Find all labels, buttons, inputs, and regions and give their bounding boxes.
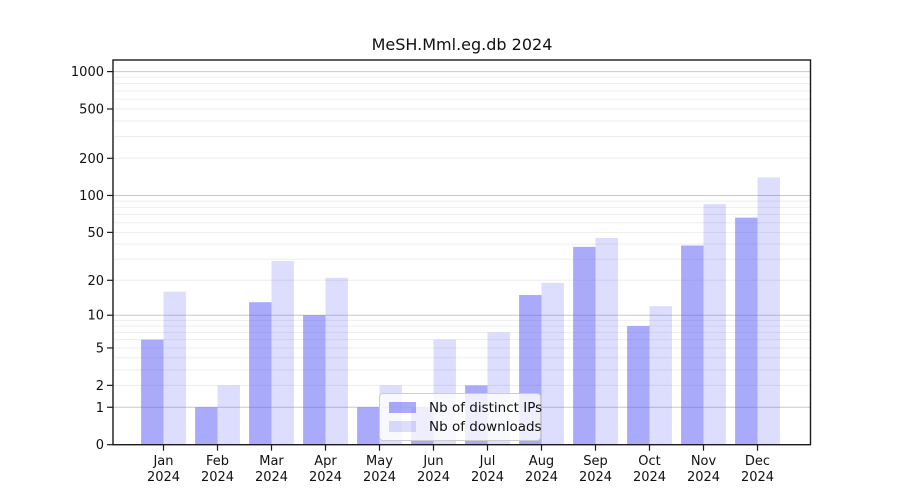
- x-tick-label-month: Apr: [314, 454, 337, 469]
- x-tick-label-year: 2024: [147, 470, 180, 485]
- bar-distinct-ips: [681, 245, 704, 445]
- y-tick-label: 50: [87, 226, 104, 241]
- x-tick-label-month: Dec: [745, 454, 770, 469]
- x-tick-label-year: 2024: [417, 470, 450, 485]
- legend-swatch-downloads-icon: [389, 421, 416, 432]
- bar-downloads: [595, 237, 618, 445]
- bar-downloads: [217, 385, 240, 445]
- legend-item-distinct-ips: Nb of distinct IPs: [386, 399, 542, 417]
- y-tick-label: 10: [87, 309, 104, 324]
- bar-distinct-ips: [357, 407, 380, 445]
- x-tick-label-month: Aug: [529, 454, 554, 469]
- bar-distinct-ips: [627, 326, 650, 445]
- x-tick-label-month: Jan: [152, 454, 173, 469]
- legend-label-distinct-ips: Nb of distinct IPs: [429, 399, 543, 416]
- bar-distinct-ips: [573, 246, 596, 445]
- x-tick-label-month: May: [366, 454, 393, 469]
- x-tick-label-year: 2024: [201, 470, 234, 485]
- x-tick-label-month: Jul: [479, 454, 496, 469]
- bar-distinct-ips: [141, 339, 164, 445]
- x-tick-label-month: Oct: [638, 454, 660, 469]
- x-tick-label-year: 2024: [741, 470, 774, 485]
- y-tick-label: 1000: [71, 65, 104, 80]
- x-tick-label-year: 2024: [255, 470, 288, 485]
- y-tick-label: 2: [96, 379, 104, 394]
- y-tick-label: 1: [96, 401, 104, 416]
- bar-distinct-ips: [303, 315, 326, 445]
- legend-label-downloads: Nb of downloads: [429, 418, 542, 435]
- bar-downloads: [649, 306, 672, 445]
- bar-downloads: [271, 261, 294, 445]
- x-tick-label-month: Nov: [691, 454, 717, 469]
- chart-title: MeSH.Mml.eg.db 2024: [371, 35, 553, 54]
- bar-downloads: [163, 291, 186, 445]
- bar-downloads: [757, 177, 780, 445]
- x-tick-label-month: Sep: [583, 454, 608, 469]
- x-tick-label-year: 2024: [471, 470, 504, 485]
- bar-downloads: [703, 204, 726, 445]
- x-tick-label-year: 2024: [363, 470, 396, 485]
- x-tick-label-year: 2024: [309, 470, 342, 485]
- bar-distinct-ips: [195, 407, 218, 445]
- plot-border: [112, 59, 812, 446]
- legend: Nb of distinct IPs Nb of downloads: [379, 393, 542, 441]
- y-tick-label: 20: [87, 274, 104, 289]
- bar-downloads: [541, 282, 564, 445]
- bar-downloads: [325, 277, 348, 445]
- x-tick-label-month: Feb: [206, 454, 229, 469]
- x-tick-label-month: Jun: [422, 454, 443, 469]
- x-tick-label-year: 2024: [579, 470, 612, 485]
- x-tick-label-year: 2024: [633, 470, 666, 485]
- x-tick-label-month: Mar: [259, 454, 284, 469]
- y-tick-label: 200: [79, 152, 104, 167]
- bar-distinct-ips: [249, 302, 272, 445]
- y-tick-label: 0: [96, 438, 104, 453]
- y-tick-label: 5: [96, 341, 104, 356]
- legend-item-downloads: Nb of downloads: [386, 418, 542, 436]
- y-tick-label: 500: [79, 102, 104, 117]
- legend-swatch-distinct-ips-icon: [389, 402, 416, 413]
- x-tick-label-year: 2024: [687, 470, 720, 485]
- x-tick-label-year: 2024: [525, 470, 558, 485]
- y-tick-label: 100: [79, 189, 104, 204]
- bar-distinct-ips: [735, 217, 758, 445]
